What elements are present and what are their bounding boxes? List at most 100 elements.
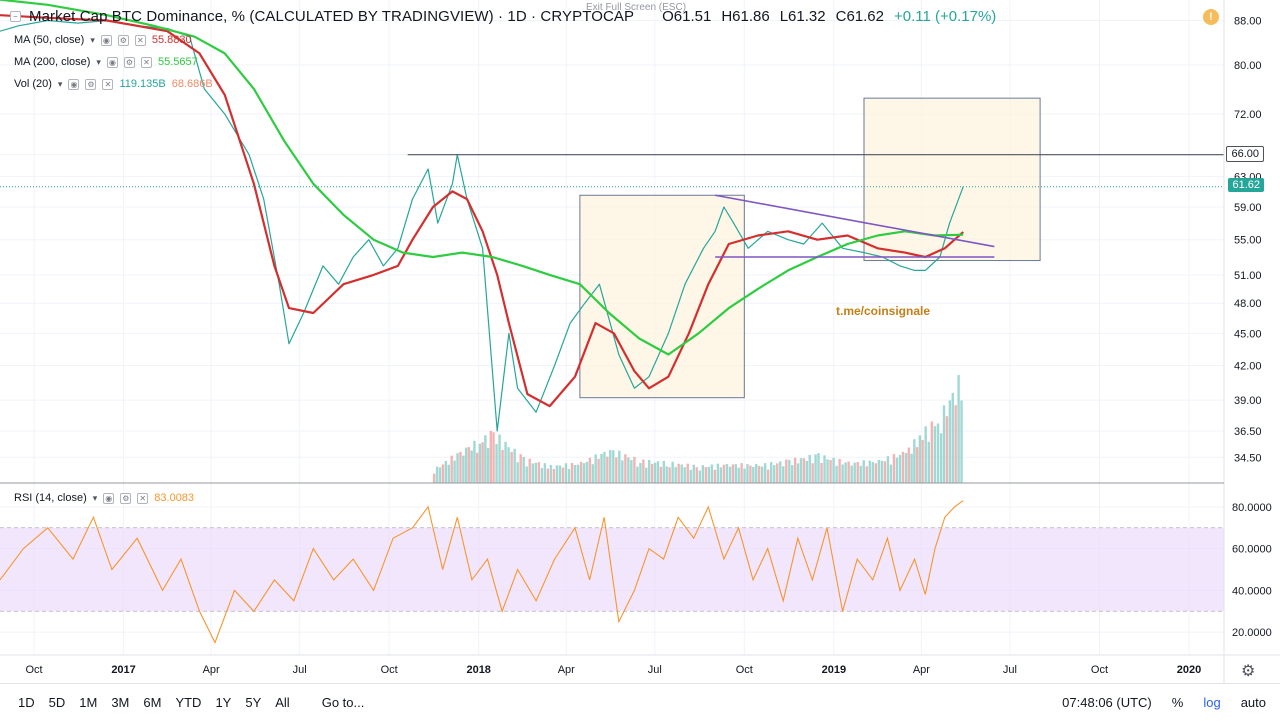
y-tick-label: 39.00 [1234,395,1262,407]
close-value: C61.62 [835,8,884,25]
volume-bar [740,463,743,483]
symbol-title[interactable]: Market Cap BTC Dominance, % (CALCULATED … [29,8,635,25]
volume-bar [432,473,436,483]
legend-rsi[interactable]: RSI (14, close) ▾ ◉ ⚙ ✕ 83.0083 [14,492,194,504]
timeframe-button-3m[interactable]: 3M [111,695,130,710]
volume-bar [913,439,916,483]
alert-icon[interactable]: ! [1203,9,1219,25]
volume-bar [877,459,881,483]
volume-bar [713,469,717,483]
volume-bar [859,465,862,483]
y-tick-label: 51.00 [1234,270,1262,282]
volume-bar [782,466,785,483]
eye-icon[interactable]: ◉ [106,56,118,68]
volume-bar [785,459,788,483]
timeframe-button-6m[interactable]: 6M [143,695,162,710]
volume-bar [540,467,544,483]
settings-icon[interactable]: ⚙ [117,34,129,46]
volume-bar [907,447,911,483]
volume-bar [865,466,868,483]
legend-ma50[interactable]: MA (50, close) ▾ ◉ ⚙ ✕ 55.8830 [14,34,192,46]
volume-bar [921,439,924,483]
settings-icon[interactable]: ⚙ [123,56,135,68]
drawing-rectangle[interactable] [863,97,1041,262]
volume-bar [725,464,729,483]
volume-bar [763,463,767,483]
eye-icon[interactable]: ◉ [103,492,115,504]
volume-bar [438,467,442,483]
x-tick-label: Apr [203,664,220,676]
exit-full-screen-hint[interactable]: Exit Full Screen (ESC) [586,2,687,13]
volume-bar [951,392,954,483]
percent-toggle[interactable]: % [1171,695,1184,710]
volume-bar [504,441,507,483]
rsi-value: 83.0083 [154,492,195,504]
settings-icon[interactable]: ⚙ [85,78,97,90]
falling-trendline[interactable] [714,194,995,248]
timeframe-button-5d[interactable]: 5D [48,695,66,710]
volume-bar [444,460,448,483]
volume-bar [746,464,749,483]
volume-bar [522,456,525,483]
rsi-axis: 20.0000 40.0000 60.0000 80.0000 [1232,502,1272,639]
vol-value-1: 119.135B [119,78,166,90]
volume-bar [850,465,853,483]
legend-vol[interactable]: Vol (20) ▾ ◉ ⚙ ✕ 119.135B 68.686B [14,78,213,90]
auto-toggle[interactable]: auto [1240,695,1266,710]
volume-bar [459,451,462,483]
eye-icon[interactable]: ◉ [68,78,80,90]
volume-bar [692,464,695,483]
timeframe-button-all[interactable]: All [275,695,290,710]
vol-label: Vol (20) [14,78,52,90]
close-icon[interactable]: ✕ [102,78,114,90]
close-icon[interactable]: ✕ [140,56,152,68]
volume-bar [948,400,952,483]
volume-bar [612,450,615,483]
chevron-down-icon[interactable]: ▾ [90,34,95,45]
volume-bar [484,435,487,483]
volume-bar [534,462,537,483]
timeframe-button-5y[interactable]: 5Y [245,695,262,710]
x-tick-label: Jul [293,664,307,676]
volume-bar [695,467,698,483]
volume-bar [707,466,711,483]
volume-bar [686,463,689,483]
volume-bar [760,466,764,483]
volume-bar [447,464,450,483]
gear-icon[interactable]: ⚙ [1241,663,1256,680]
volume-bar [847,461,850,483]
close-icon[interactable]: ✕ [137,492,149,504]
chevron-down-icon[interactable]: ▾ [57,78,63,89]
legend-ma200[interactable]: MA (200, close) ▾ ◉ ⚙ ✕ 55.5657 [14,56,198,68]
volume-bar [915,447,919,483]
volume-bar [773,465,776,483]
timeframe-button-1d[interactable]: 1D [18,695,35,710]
drawing-rectangle[interactable] [579,194,745,399]
collapse-icon[interactable]: − [10,11,21,22]
log-toggle[interactable]: log [1203,695,1221,710]
timeframe-button-1y[interactable]: 1Y [215,695,232,710]
volume-bar [817,453,820,483]
volume-bar [933,426,937,483]
chevron-down-icon[interactable]: ▾ [92,492,98,503]
volume-bar [597,458,600,483]
utc-clock[interactable]: 07:48:06 (UTC) [1062,695,1152,710]
volume-bar [889,464,893,483]
goto-button[interactable]: Go to... [321,695,365,710]
volume-bar [642,459,645,483]
volume-bar [492,432,495,483]
timeframe-button-1m[interactable]: 1M [79,695,98,710]
eye-icon[interactable]: ◉ [100,34,112,46]
volume-bar [653,462,657,483]
volume-bar [674,467,677,483]
chevron-down-icon[interactable]: ▾ [96,56,101,67]
y-tick-label: 88.00 [1234,15,1262,27]
volume-bar [659,466,663,483]
x-tick-label: 2017 [111,664,135,676]
volume-bar [570,462,574,483]
volume-bar [814,454,817,483]
close-icon[interactable]: ✕ [134,34,146,46]
timeframe-button-ytd[interactable]: YTD [175,695,202,710]
settings-icon[interactable]: ⚙ [120,492,132,504]
